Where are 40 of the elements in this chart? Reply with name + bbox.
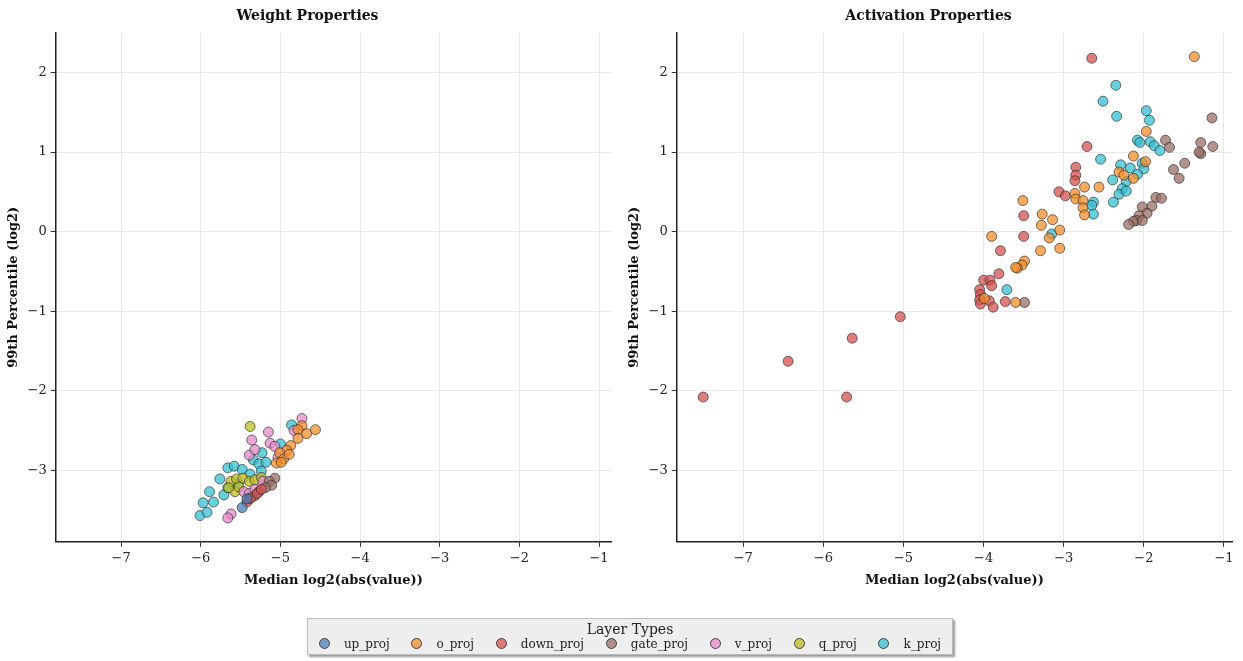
x-tick-label: −2	[1134, 549, 1154, 565]
x-axis-title: Median log2(abs(value))	[243, 571, 423, 587]
x-tick-label: −7	[733, 549, 753, 565]
y-tick-label: 2	[659, 63, 668, 79]
y-tick-label: −3	[648, 461, 668, 477]
y-tick-label: −1	[648, 302, 668, 318]
y-axis-title: 99th Percentile (log2)	[626, 206, 642, 368]
x-axis-title: Median log2(abs(value))	[864, 571, 1044, 587]
legend-label: q_proj	[817, 637, 857, 651]
y-tick-label: 2	[38, 63, 47, 79]
x-tick-label: −3	[1054, 549, 1074, 565]
chart-title: Activation Properties	[844, 7, 1012, 24]
x-tick-label: −6	[813, 549, 833, 565]
x-tick-label: −3	[430, 549, 450, 565]
x-tick-label: −4	[974, 549, 994, 565]
legend-label: up_proj	[342, 637, 390, 651]
x-tick-label: −1	[589, 549, 609, 565]
x-tick-label: −7	[111, 549, 131, 565]
y-tick-label: −1	[27, 302, 47, 318]
legend-label: k_proj	[902, 637, 942, 651]
y-axis-title: 99th Percentile (log2)	[5, 206, 21, 368]
x-tick-label: −5	[893, 549, 914, 565]
y-tick-label: −2	[27, 382, 47, 398]
x-tick-label: −5	[270, 549, 290, 565]
y-tick-label: −3	[27, 461, 47, 477]
y-tick-label: 0	[659, 223, 668, 238]
y-tick-label: −2	[648, 382, 668, 398]
x-tick-label: −6	[191, 549, 211, 565]
legend-label: v_proj	[733, 637, 772, 651]
chart-title: Weight Properties	[235, 7, 379, 24]
x-tick-label: −1	[1214, 549, 1234, 565]
legend-label: o_proj	[435, 637, 475, 651]
y-tick-label: 1	[38, 143, 47, 159]
x-tick-label: −4	[350, 549, 370, 565]
legend-title: Layer Types	[585, 621, 675, 637]
x-tick-label: −2	[509, 549, 529, 565]
y-tick-label: 1	[659, 143, 668, 159]
legend-label: gate_proj	[629, 637, 688, 651]
y-tick-label: 0	[38, 223, 47, 238]
legend-label: down_proj	[519, 637, 585, 651]
